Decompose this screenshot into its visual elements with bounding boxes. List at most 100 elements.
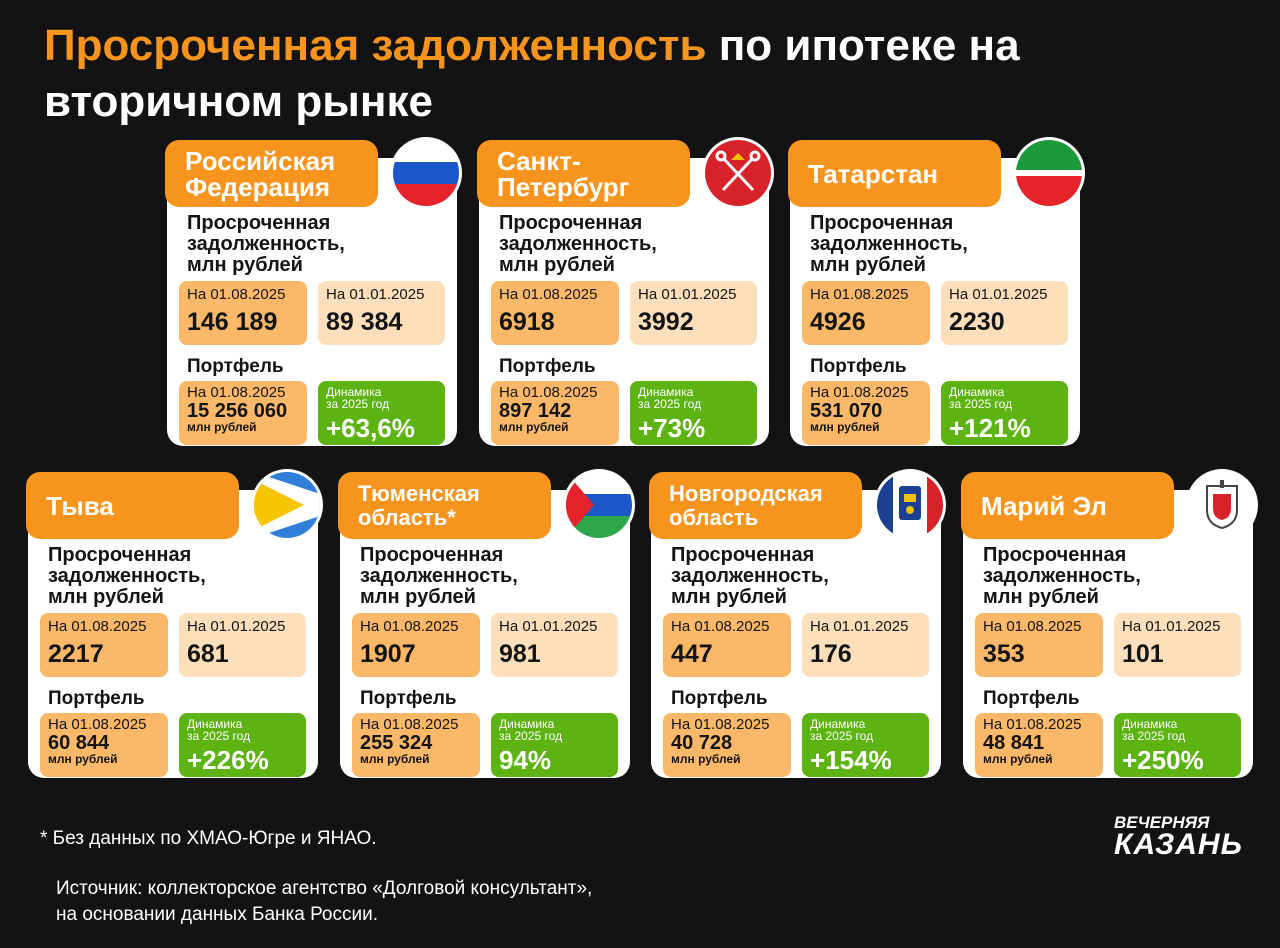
footnote: * Без данных по ХМАО-Югре и ЯНАО. xyxy=(40,828,377,849)
portfolio-unit: млн рублей xyxy=(48,752,118,766)
debt-current-date: На 01.08.2025 xyxy=(48,618,147,635)
debt-current-value: 447 xyxy=(671,640,713,668)
portfolio-box: На 01.08.2025 255 324 млн рублей xyxy=(352,713,480,777)
region-name-tab: Марий Эл xyxy=(961,472,1174,539)
portfolio-value: 255 324 xyxy=(360,732,433,754)
debt-start-date: На 01.01.2025 xyxy=(1122,618,1221,635)
region-name: Российская Федерация xyxy=(185,145,336,202)
debt-current-date: На 01.08.2025 xyxy=(671,618,770,635)
portfolio-box: На 01.08.2025 897 142 млн рублей xyxy=(491,381,619,445)
portfolio-date: На 01.08.2025 xyxy=(499,384,598,401)
portfolio-value: 40 728 xyxy=(671,732,733,754)
region-card-mari-el: Марий Эл Просроченная задолженность, млн… xyxy=(961,472,1255,778)
portfolio-heading: Портфель xyxy=(499,356,596,377)
dynamics-value: +226% xyxy=(187,745,269,775)
dynamics-value: +73% xyxy=(638,413,706,443)
debt-start-value: 89 384 xyxy=(326,308,403,336)
title-rest: по ипотеке на вторичном рынке xyxy=(44,21,1020,126)
debt-start-box: На 01.01.2025 3992 xyxy=(630,281,757,345)
region-name: Татарстан xyxy=(808,158,939,189)
region-name-tab: Новгородская область xyxy=(649,472,862,539)
dynamics-value: +154% xyxy=(810,745,892,775)
debt-start-box: На 01.01.2025 89 384 xyxy=(318,281,445,345)
debt-start-date: На 01.01.2025 xyxy=(638,286,737,303)
dynamics-box: Динамика за 2025 год +63,6% xyxy=(318,381,445,445)
debt-current-date: На 01.08.2025 xyxy=(360,618,459,635)
portfolio-date: На 01.08.2025 xyxy=(983,716,1082,733)
region-name: Тыва xyxy=(46,490,114,521)
portfolio-date: На 01.08.2025 xyxy=(671,716,770,733)
portfolio-unit: млн рублей xyxy=(360,752,430,766)
portfolio-date: На 01.08.2025 xyxy=(48,716,147,733)
region-name-tab: Тыва xyxy=(26,472,239,539)
portfolio-heading: Портфель xyxy=(671,688,768,709)
debt-heading: Просроченная задолженность, млн рублей xyxy=(48,544,206,608)
russia-flag-icon xyxy=(393,140,459,206)
dynamics-box: Динамика за 2025 год 94% xyxy=(491,713,618,777)
dynamics-value: +63,6% xyxy=(326,413,415,443)
portfolio-unit: млн рублей xyxy=(187,420,257,434)
portfolio-date: На 01.08.2025 xyxy=(360,716,459,733)
dynamics-label: Динамика за 2025 год xyxy=(326,385,390,411)
dynamics-label: Динамика за 2025 год xyxy=(810,717,874,743)
tatarstan-flag-icon xyxy=(1016,140,1082,206)
dynamics-box: Динамика за 2025 год +226% xyxy=(179,713,306,777)
debt-start-box: На 01.01.2025 681 xyxy=(179,613,306,677)
saint-petersburg-flag-icon xyxy=(705,140,771,206)
portfolio-heading: Портфель xyxy=(360,688,457,709)
debt-current-date: На 01.08.2025 xyxy=(499,286,598,303)
portfolio-unit: млн рублей xyxy=(499,420,569,434)
debt-heading: Просроченная задолженность, млн рублей xyxy=(810,212,968,276)
dynamics-value: +121% xyxy=(949,413,1031,443)
dynamics-box: Динамика за 2025 год +73% xyxy=(630,381,757,445)
region-card-tuva: Тыва Просроченная задолженность, млн руб… xyxy=(26,472,320,778)
debt-heading: Просроченная задолженность, млн рублей xyxy=(187,212,345,276)
debt-current-value: 353 xyxy=(983,640,1025,668)
debt-start-date: На 01.01.2025 xyxy=(499,618,598,635)
dynamics-box: Динамика за 2025 год +121% xyxy=(941,381,1068,445)
portfolio-box: На 01.08.2025 531 070 млн рублей xyxy=(802,381,930,445)
region-card-novgorod: Новгородская область Просроченная задолж… xyxy=(649,472,943,778)
portfolio-value: 531 070 xyxy=(810,400,883,422)
dynamics-value: +250% xyxy=(1122,745,1204,775)
region-name-tab: Тюменская область* xyxy=(338,472,551,539)
portfolio-date: На 01.08.2025 xyxy=(810,384,909,401)
dynamics-label: Динамика за 2025 год xyxy=(1122,717,1186,743)
debt-current-box: На 01.08.2025 1907 xyxy=(352,613,480,677)
debt-start-date: На 01.01.2025 xyxy=(187,618,286,635)
dynamics-label: Динамика за 2025 год xyxy=(499,717,563,743)
portfolio-value: 60 844 xyxy=(48,732,110,754)
region-card-tyumen: Тюменская область* Просроченная задолжен… xyxy=(338,472,632,778)
debt-current-date: На 01.08.2025 xyxy=(810,286,909,303)
debt-start-value: 176 xyxy=(810,640,852,668)
source-note: Источник: коллекторское агентство «Долго… xyxy=(56,878,593,925)
debt-current-date: На 01.08.2025 xyxy=(983,618,1082,635)
debt-current-value: 4926 xyxy=(810,308,866,336)
debt-heading: Просроченная задолженность, млн рублей xyxy=(360,544,518,608)
region-name-tab: Санкт- Петербург xyxy=(477,140,690,207)
portfolio-value: 897 142 xyxy=(499,400,572,422)
tyumen-flag-icon xyxy=(566,472,632,538)
region-name-tab: Татарстан xyxy=(788,140,1001,207)
portfolio-heading: Портфель xyxy=(187,356,284,377)
portfolio-value: 15 256 060 xyxy=(187,400,288,422)
vechernyaya-kazan-logo: ВЕЧЕРНЯЯ КАЗАНЬ xyxy=(1114,814,1242,860)
portfolio-heading: Портфель xyxy=(810,356,907,377)
debt-current-value: 6918 xyxy=(499,308,555,336)
dynamics-box: Динамика за 2025 год +154% xyxy=(802,713,929,777)
debt-start-date: На 01.01.2025 xyxy=(949,286,1048,303)
page-title: Просроченная задолженность по ипотеке на… xyxy=(44,18,1194,130)
title-highlight: Просроченная задолженность xyxy=(44,21,707,70)
region-name: Тюменская область* xyxy=(358,480,480,530)
mari-el-emblem-icon xyxy=(1189,472,1255,538)
debt-start-value: 101 xyxy=(1122,640,1164,668)
portfolio-value: 48 841 xyxy=(983,732,1045,754)
region-name: Новгородская область xyxy=(669,480,823,530)
debt-start-value: 981 xyxy=(499,640,541,668)
debt-current-date: На 01.08.2025 xyxy=(187,286,286,303)
debt-heading: Просроченная задолженность, млн рублей xyxy=(983,544,1141,608)
portfolio-unit: млн рублей xyxy=(983,752,1053,766)
region-card-russia: Российская Федерация Просроченная задолж… xyxy=(165,140,459,446)
debt-start-value: 681 xyxy=(187,640,229,668)
region-name: Марий Эл xyxy=(981,490,1107,521)
